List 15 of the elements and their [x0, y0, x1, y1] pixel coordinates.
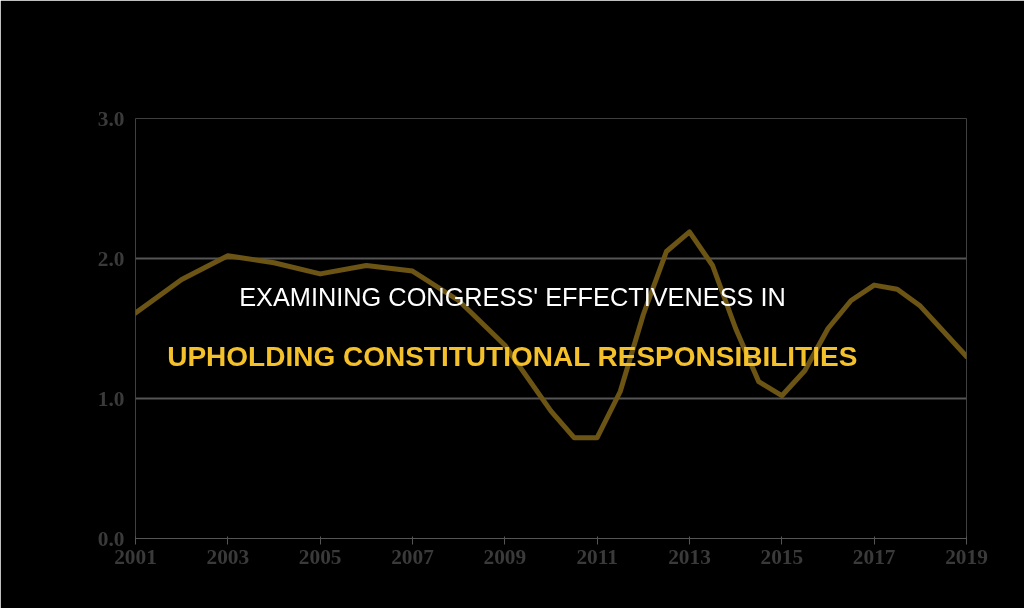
x-tick-label: 2009 [483, 544, 527, 569]
y-tick-label: 0.0 [97, 526, 125, 551]
y-tick-label: 1.0 [97, 386, 125, 411]
text: EXAMINING CONGRESS' EFFECTIVENESS IN [239, 282, 786, 311]
x-tick-label: 2019 [945, 544, 988, 569]
y-tick-label: 2.0 [97, 246, 125, 271]
x-tick-label: 2005 [298, 544, 342, 569]
x-tick-label: 2015 [760, 544, 804, 569]
x-tick-label: 2017 [852, 544, 896, 569]
x-tick-label: 2013 [668, 544, 711, 569]
text: UPHOLDING CONSTITUTIONAL RESPONSIBILITIES [167, 341, 858, 372]
x-tick-label: 2011 [576, 544, 618, 569]
x-tick-label: 2003 [206, 544, 250, 569]
y-tick-label: 3.0 [97, 106, 125, 131]
x-tick-label: 2007 [391, 544, 435, 569]
